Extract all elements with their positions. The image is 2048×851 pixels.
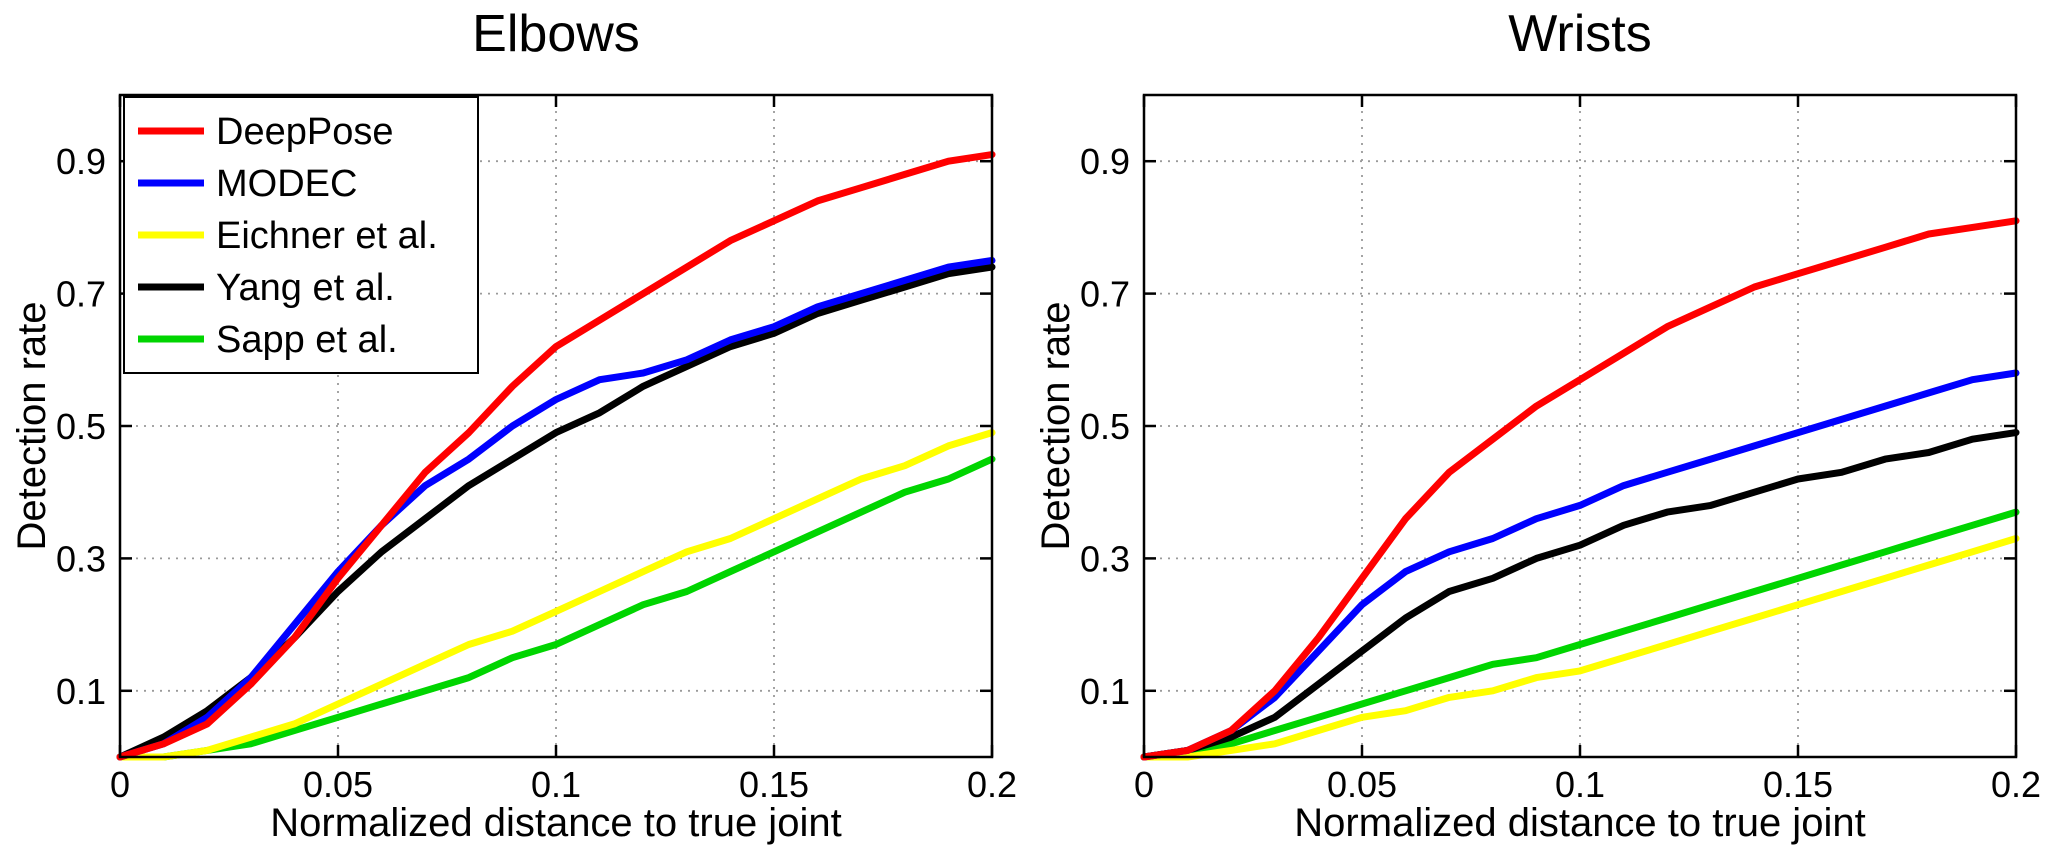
x-tick-label: 0.05 — [303, 764, 373, 805]
x-tick-label: 0.2 — [1991, 764, 2041, 805]
legend-label-modec: MODEC — [216, 163, 357, 205]
x-tick-label: 0 — [110, 764, 130, 805]
y-axis-label: Detection rate — [10, 301, 54, 551]
legend-label-yang-et-al: Yang et al. — [216, 267, 395, 309]
x-tick-label: 0.2 — [967, 764, 1017, 805]
legend-label-deeppose: DeepPose — [216, 111, 393, 153]
series-line-eichner-et-al — [1140, 535, 2020, 761]
series-line-eichner-et-al — [116, 429, 996, 761]
series-line-yang-et-al — [1140, 429, 2020, 761]
chart-panel-wrists: 0 0.05 0.1 0.15 0.2 0.1 0.3 0.5 0.7 0.9 Wrists De… — [1024, 0, 2048, 851]
series-line-deeppose — [116, 151, 996, 761]
legend: DeepPose MODEC Eichner et al. Yang et al. Sa… — [123, 96, 479, 374]
y-tick-label: 0.1 — [56, 671, 106, 712]
chart-panel-elbows: 0 0.05 0.1 0.15 0.2 0.1 0.3 0.5 0.7 0.9 DeepPose MO… — [10, 5, 1017, 845]
series-line-modec — [116, 257, 996, 761]
plot-area-elbows: 0 0.05 0.1 0.15 0.2 0.1 0.3 0.5 0.7 0.9 DeepPose MO… — [56, 93, 1017, 805]
y-tick-label: 0.7 — [1080, 274, 1130, 315]
y-tick-label: 0.9 — [56, 141, 106, 182]
y-tick-label: 0.5 — [1080, 406, 1130, 447]
legend-label-sapp-et-al: Sapp et al. — [216, 319, 398, 361]
y-axis-label: Detection rate — [1034, 301, 1078, 551]
x-tick-label: 0 — [1134, 764, 1154, 805]
plot-area-wrists: 0 0.05 0.1 0.15 0.2 0.1 0.3 0.5 0.7 0.9 — [1080, 93, 2041, 805]
chart-title: Wrists — [1508, 5, 1652, 63]
x-tick-label: 0.1 — [1555, 764, 1605, 805]
series-line-sapp-et-al — [116, 455, 996, 761]
y-tick-label: 0.3 — [56, 538, 106, 579]
axes-box — [1142, 93, 2018, 759]
x-tick-label: 0.1 — [531, 764, 581, 805]
y-tick-label: 0.9 — [1080, 141, 1130, 182]
y-tick-label: 0.1 — [1080, 671, 1130, 712]
y-tick-label: 0.3 — [1080, 538, 1130, 579]
x-tick-label: 0.05 — [1327, 764, 1397, 805]
series-line-deeppose — [1140, 217, 2020, 761]
series-line-sapp-et-al — [1140, 508, 2020, 761]
x-tick-label: 0.15 — [739, 764, 809, 805]
y-tick-label: 0.5 — [56, 406, 106, 447]
legend-label-eichner-et-al: Eichner et al. — [216, 215, 438, 257]
x-axis-label: Normalized distance to true joint — [1294, 801, 1866, 845]
x-tick-label: 0.15 — [1763, 764, 1833, 805]
y-tick-label: 0.7 — [56, 274, 106, 315]
x-axis-label: Normalized distance to true joint — [270, 801, 842, 845]
chart-title: Elbows — [472, 5, 640, 63]
series-line-modec — [1140, 369, 2020, 761]
